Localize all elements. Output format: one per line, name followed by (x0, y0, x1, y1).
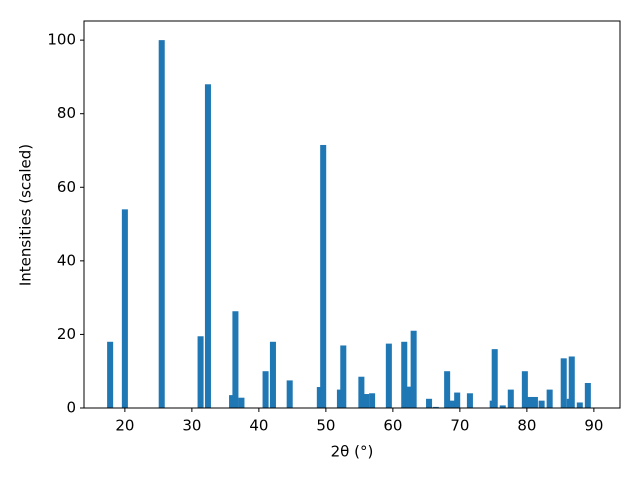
x-tick-label: 60 (383, 417, 402, 435)
bar (405, 386, 412, 408)
bar (320, 144, 327, 409)
bar (229, 395, 236, 408)
bar (584, 382, 591, 408)
bar (401, 341, 408, 408)
x-tick-label: 30 (182, 417, 201, 435)
bar (499, 405, 506, 408)
bar (385, 343, 392, 408)
bar (531, 396, 538, 408)
bar (232, 311, 239, 408)
bar (158, 40, 165, 409)
y-tick-label: 40 (57, 251, 76, 269)
bar (538, 400, 545, 408)
y-tick-label: 0 (66, 399, 76, 417)
x-tick-label: 40 (249, 417, 268, 435)
bar (204, 84, 211, 408)
bar (432, 406, 439, 408)
bar (454, 392, 461, 408)
bar (262, 371, 269, 408)
bar (363, 394, 370, 408)
bar (448, 400, 455, 408)
x-tick-label: 50 (316, 417, 335, 435)
x-tick-label: 80 (517, 417, 536, 435)
bar (238, 397, 245, 408)
x-tick-label: 70 (450, 417, 469, 435)
bar (340, 345, 347, 408)
bar (286, 380, 293, 408)
bar (526, 396, 533, 408)
bar (197, 336, 204, 408)
bar (521, 371, 528, 408)
bar (568, 356, 575, 408)
bar (316, 387, 323, 408)
y-tick-label: 60 (57, 178, 76, 196)
y-tick-label: 100 (47, 31, 76, 49)
bar (336, 389, 343, 408)
x-tick-label: 90 (584, 417, 603, 435)
bar (426, 398, 433, 408)
bar (107, 341, 114, 408)
bar (560, 358, 567, 408)
y-tick-label: 80 (57, 104, 76, 122)
bar (269, 341, 276, 408)
bar (546, 389, 553, 408)
bar (358, 376, 365, 408)
bar (121, 209, 128, 408)
x-tick-label: 20 (115, 417, 134, 435)
bar (491, 349, 498, 408)
bar (444, 371, 451, 408)
y-tick-label: 20 (57, 325, 76, 343)
bar (576, 402, 583, 408)
bar (466, 393, 473, 408)
bar (369, 393, 376, 408)
bar (507, 389, 514, 408)
y-axis-label: Intensities (scaled) (17, 144, 35, 286)
bar (410, 330, 417, 408)
plot-frame (83, 20, 621, 409)
x-axis-label: 2θ (°) (331, 443, 374, 461)
